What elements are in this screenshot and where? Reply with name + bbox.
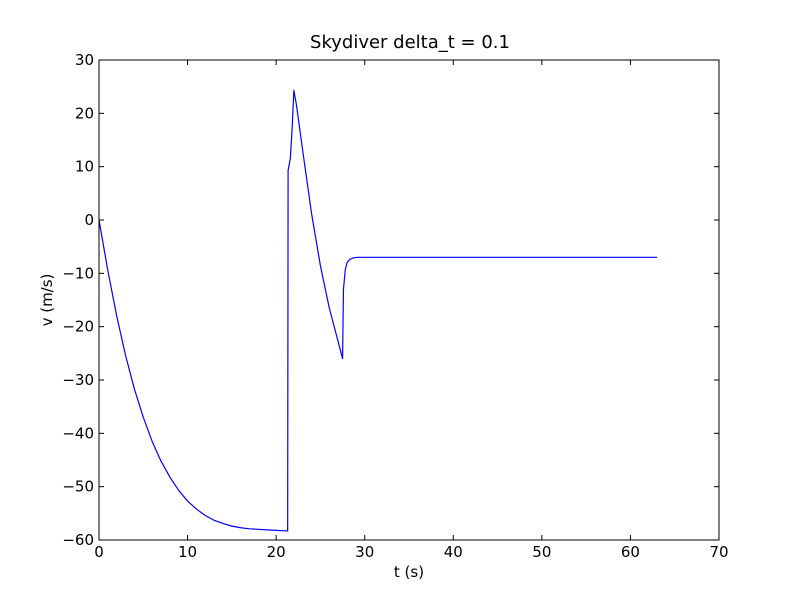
y-tick-label: 0	[84, 211, 94, 229]
y-tick-label: −50	[62, 478, 94, 496]
x-tick-label: 30	[355, 543, 374, 561]
velocity-series-line	[98, 89, 657, 532]
y-tick-label: −10	[62, 264, 94, 282]
y-tick-label: −30	[62, 371, 94, 389]
x-tick-label: 10	[178, 543, 197, 561]
x-tick-label: 70	[709, 543, 728, 561]
series-group	[98, 89, 657, 532]
y-tick-label: −20	[62, 318, 94, 336]
y-tick-label: 20	[75, 104, 94, 122]
x-tick-label: 50	[532, 543, 551, 561]
x-tick-label: 20	[267, 543, 286, 561]
x-tick-label: 40	[444, 543, 463, 561]
x-tick-label: 0	[94, 543, 104, 561]
x-tick-label: 60	[621, 543, 640, 561]
y-tick-label: −60	[62, 531, 94, 549]
chart-title: Skydiver delta_t = 0.1	[310, 32, 510, 53]
y-tick-label: 10	[75, 158, 94, 176]
tick-labels: 0 10 20 30 40 50 60 70 30 20 10 0 −10 −20 −30 −40 −50 −60	[62, 51, 728, 561]
x-axis-label: t (s)	[394, 563, 424, 581]
y-tick-label: −40	[62, 424, 94, 442]
y-tick-label: 30	[75, 51, 94, 69]
axis-ticks	[98, 59, 720, 541]
y-axis-label: v (m/s)	[38, 274, 56, 327]
plot-frame	[98, 59, 720, 541]
